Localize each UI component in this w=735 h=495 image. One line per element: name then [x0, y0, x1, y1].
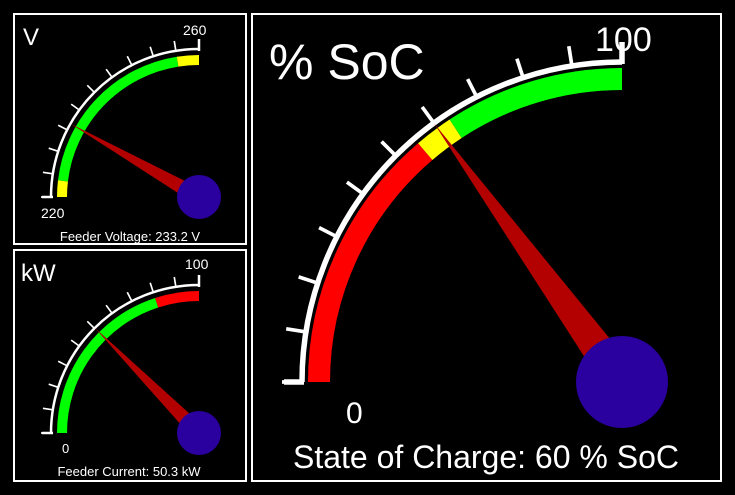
voltage-gauge-tick-8: [149, 46, 155, 57]
power-gauge-band-0: [57, 297, 159, 434]
voltage-gauge-min-label: 220: [41, 205, 65, 221]
voltage-gauge-band-1: [57, 56, 179, 182]
soc-gauge-tick-7: [466, 78, 479, 98]
soc-gauge-tick-8: [515, 58, 525, 79]
voltage-gauge-needle: [70, 123, 203, 204]
voltage-gauge-tick-1: [42, 171, 53, 175]
soc-gauge-unit-title: % SoC: [269, 34, 425, 90]
voltage-gauge-tick-2: [48, 147, 59, 153]
soc-gauge-tick-1: [285, 326, 307, 334]
power-gauge: kW 100 0 Feeder Current: 50.3 kW: [21, 256, 221, 479]
soc-gauge-band-2: [449, 68, 623, 138]
power-gauge-tick-4: [70, 339, 80, 347]
soc-gauge-band-0: [308, 143, 433, 383]
voltage-gauge-tick-4: [70, 103, 80, 111]
power-gauge-tick-1: [42, 407, 53, 411]
voltage-gauge-unit-title: V: [23, 24, 39, 51]
power-gauge-tick-2: [48, 383, 59, 389]
power-gauge-tick-5: [86, 320, 95, 329]
power-gauge-tick-9: [173, 276, 177, 287]
soc-gauge-min-label: 0: [346, 397, 363, 430]
soc-gauge-dial: [282, 42, 668, 428]
voltage-gauge-tick-6: [105, 68, 113, 78]
soc-gauge: % SoC 100 0 State of Charge: 60 % SoC: [269, 21, 679, 475]
power-gauge-needle: [94, 327, 205, 439]
soc-gauge-band-1: [418, 119, 462, 161]
voltage-gauge-scale-arc: [49, 47, 200, 198]
power-gauge-min-label: 0: [62, 441, 69, 456]
power-gauge-hub: [177, 411, 221, 455]
soc-gauge-tick-3: [318, 226, 338, 239]
voltage-gauge-tick-7: [126, 55, 133, 66]
power-gauge-tick-7: [126, 291, 133, 302]
voltage-gauge-band-2: [176, 55, 200, 67]
voltage-gauge-tick-9: [173, 40, 177, 51]
voltage-gauge-tick-3: [57, 124, 68, 131]
voltage-gauge-panel: V 260 220 Feeder Voltage: 233.2 V: [13, 13, 247, 245]
power-gauge-scale-arc: [49, 283, 200, 434]
power-gauge-unit-title: kW: [21, 260, 56, 287]
soc-gauge-caption: State of Charge: 60 % SoC: [293, 439, 679, 475]
voltage-gauge-max-label: 260: [183, 22, 207, 38]
power-gauge-dial: [41, 275, 221, 455]
power-gauge-band-1: [155, 291, 200, 308]
power-gauge-caption: Feeder Current: 50.3 kW: [57, 464, 201, 479]
soc-gauge-tick-9: [566, 45, 574, 67]
power-gauge-panel: kW 100 0 Feeder Current: 50.3 kW: [13, 249, 247, 482]
voltage-gauge-dial: [41, 39, 221, 219]
power-gauge-tick-8: [149, 282, 155, 293]
soc-gauge-needle: [433, 123, 637, 393]
voltage-gauge: V 260 220 Feeder Voltage: 233.2 V: [23, 22, 221, 244]
soc-gauge-tick-5: [380, 140, 398, 158]
soc-gauge-tick-4: [345, 180, 365, 196]
voltage-gauge-caption: Feeder Voltage: 233.2 V: [60, 229, 201, 244]
soc-gauge-hub: [576, 336, 668, 428]
power-gauge-max-label: 100: [185, 256, 209, 272]
soc-gauge-tick-2: [298, 275, 319, 285]
voltage-gauge-tick-5: [86, 84, 95, 93]
voltage-gauge-hub: [177, 175, 221, 219]
power-gauge-tick-3: [57, 360, 68, 367]
soc-gauge-max-label: 100: [595, 21, 652, 59]
soc-gauge-tick-6: [420, 105, 436, 125]
voltage-gauge-band-0: [57, 180, 68, 198]
power-gauge-tick-6: [105, 304, 113, 314]
soc-gauge-panel: % SoC 100 0 State of Charge: 60 % SoC: [251, 13, 722, 482]
